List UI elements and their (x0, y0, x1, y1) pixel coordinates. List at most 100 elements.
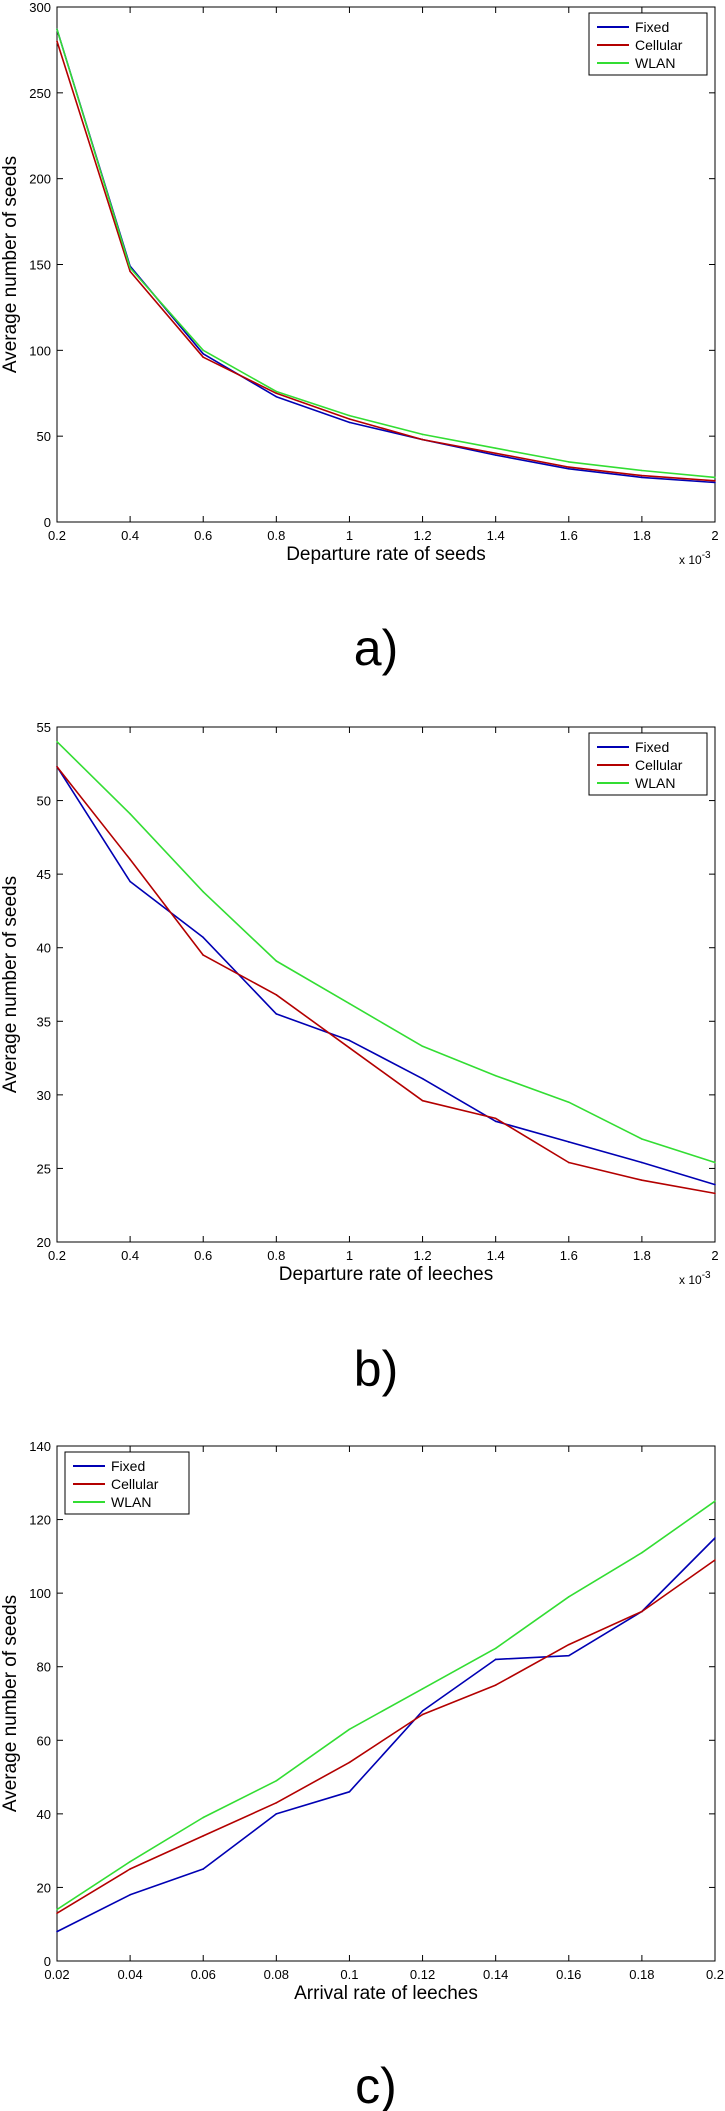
data-point-fixed (567, 1654, 570, 1657)
x-axis-exponent-power: -3 (702, 1270, 711, 1281)
y-tick-label: 20 (37, 1235, 51, 1250)
data-point-cellular (421, 438, 424, 441)
y-tick-label: 120 (29, 1513, 51, 1528)
data-point-fixed (714, 1183, 716, 1186)
y-tick-label: 45 (37, 867, 51, 882)
y-tick-label: 40 (37, 1807, 51, 1822)
data-point-fixed (129, 1893, 131, 1896)
data-point-fixed (275, 1813, 278, 1815)
x-tick-label: 0.2 (706, 1967, 724, 1982)
data-point-wlan (641, 1551, 643, 1554)
data-point-cellular (641, 1610, 643, 1613)
data-point-cellular (494, 452, 497, 455)
x-axis-exponent-base: x 10 (679, 553, 702, 567)
data-point-fixed (129, 880, 131, 883)
data-point-wlan (494, 1074, 497, 1077)
x-tick-label: 1.4 (487, 1248, 505, 1263)
data-point-cellular (56, 765, 58, 768)
series-line-wlan (56, 1500, 716, 1911)
y-tick-label: 200 (29, 172, 51, 187)
data-point-wlan (129, 1860, 131, 1863)
series-line-fixed (56, 1537, 716, 1933)
y-tick-label: 0 (44, 515, 51, 530)
data-point-wlan (275, 960, 278, 962)
x-tick-label: 0.06 (191, 1967, 216, 1982)
chart-panel-1: 0.2 0.4 0.6 0.8 1 1.2 1.4 1.6 1.8 2 0 50 100 150 200 25… (0, 0, 719, 676)
series-line-fixed (56, 766, 716, 1186)
y-axis-title: Average number of seeds (0, 156, 21, 373)
data-point-wlan (714, 1161, 716, 1164)
y-tick-label: 25 (37, 1161, 51, 1176)
y-tick-label: 35 (37, 1014, 51, 1029)
data-point-cellular (348, 1761, 351, 1764)
data-point-fixed (494, 454, 497, 456)
legend: Fixed Cellular WLAN (588, 12, 708, 76)
y-tick-label: 50 (37, 794, 51, 809)
x-axis-exponent-base: x 10 (679, 1273, 702, 1287)
data-point-cellular (202, 356, 205, 359)
series-line-wlan (56, 741, 716, 1164)
y-tick-label: 100 (29, 1586, 51, 1601)
data-point-fixed (641, 1161, 643, 1164)
x-axis-exponent-power: -3 (702, 550, 711, 561)
data-point-fixed (641, 476, 643, 479)
legend-label-fixed: Fixed (635, 739, 669, 755)
data-point-wlan (348, 1728, 351, 1731)
data-point-fixed (421, 1710, 424, 1712)
data-point-cellular (129, 1868, 131, 1870)
data-point-wlan (56, 740, 58, 743)
data-point-wlan (275, 1779, 278, 1782)
data-point-fixed (202, 936, 205, 939)
data-point-fixed (56, 1930, 58, 1933)
x-tick-label: 0.6 (194, 528, 212, 543)
legend-label-cellular: Cellular (635, 757, 683, 773)
data-point-wlan (56, 1908, 58, 1911)
legend-label-fixed: Fixed (635, 19, 669, 35)
data-point-wlan (421, 1687, 424, 1690)
data-point-fixed (421, 1077, 424, 1080)
legend-label-wlan: WLAN (635, 775, 675, 791)
data-point-fixed (275, 395, 278, 398)
y-tick-label: 40 (37, 941, 51, 956)
data-point-cellular (714, 1559, 716, 1561)
data-point-fixed (567, 1141, 570, 1143)
data-point-cellular (129, 270, 131, 273)
x-tick-label: 1.4 (487, 528, 505, 543)
y-axis-title: Average number of seeds (0, 876, 21, 1093)
data-point-cellular (275, 994, 278, 996)
legend-label-cellular: Cellular (635, 37, 683, 53)
chart-panel-3: 0.02 0.04 0.06 0.08 0.1 0.12 0.14 0.16 0.18 0.2 0 2… (0, 1439, 724, 2111)
data-point-cellular (202, 1835, 205, 1837)
x-axis-title: Departure rate of seeds (286, 544, 486, 565)
data-point-fixed (494, 1658, 497, 1661)
data-point-wlan (494, 447, 497, 449)
legend-box (588, 12, 708, 76)
data-point-wlan (421, 1045, 424, 1048)
data-point-cellular (275, 1802, 278, 1804)
data-point-wlan (56, 28, 58, 31)
y-tick-label: 300 (29, 0, 51, 15)
x-tick-label: 0.14 (483, 1967, 508, 1982)
y-tick-label: 100 (29, 343, 51, 358)
data-point-wlan (714, 1500, 716, 1502)
x-tick-label: 0.4 (121, 528, 139, 543)
panel-caption: b) (354, 1341, 398, 1397)
data-point-wlan (129, 813, 131, 815)
data-point-wlan (202, 349, 205, 352)
legend-label-cellular: Cellular (111, 1476, 159, 1492)
legend: Fixed Cellular WLAN (64, 1451, 190, 1515)
data-point-cellular (421, 1713, 424, 1716)
y-tick-label: 80 (37, 1660, 51, 1675)
x-axis-exponent: x 10-3 (679, 1270, 711, 1287)
x-tick-label: 1.8 (633, 1248, 651, 1263)
x-tick-label: 1 (346, 1248, 353, 1263)
data-point-wlan (641, 1138, 643, 1140)
data-point-fixed (275, 1013, 278, 1015)
x-tick-label: 2 (711, 1248, 718, 1263)
y-axis-title: Average number of seeds (0, 1595, 21, 1812)
y-tick-label: 55 (37, 720, 51, 735)
data-point-cellular (56, 40, 58, 43)
data-point-cellular (129, 858, 131, 861)
data-point-cellular (348, 1046, 351, 1049)
data-point-fixed (348, 1039, 351, 1042)
